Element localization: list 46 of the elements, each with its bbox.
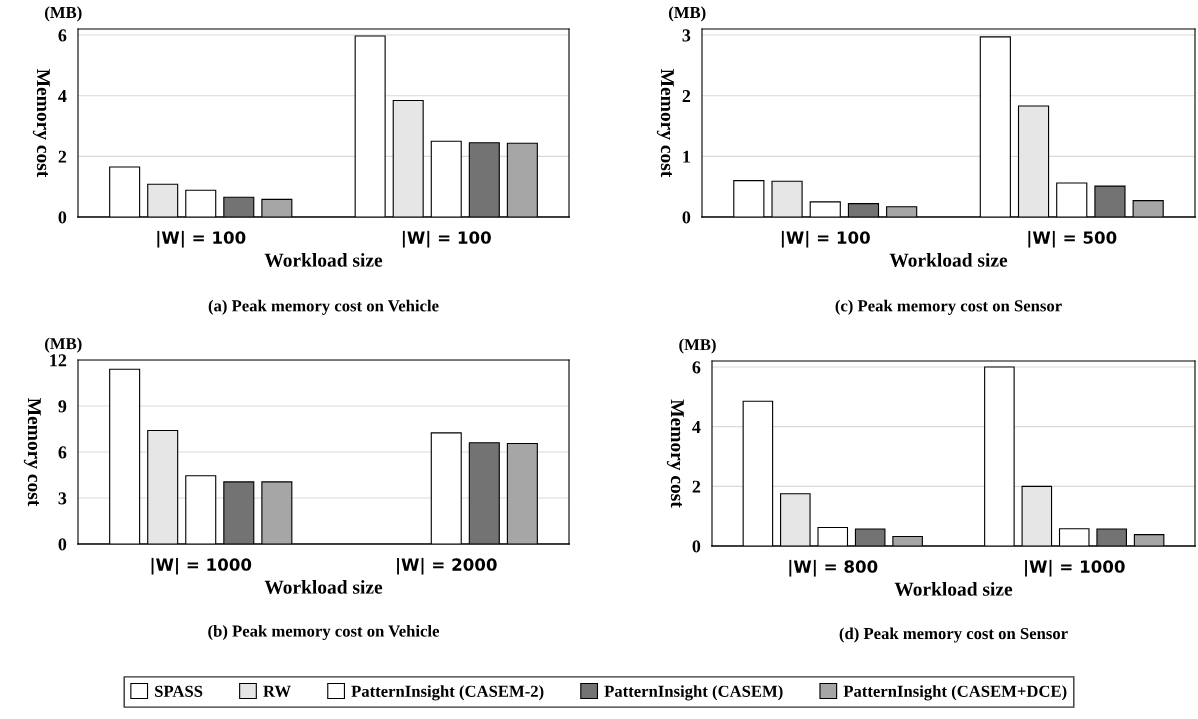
- text: (a) Peak memory cost on Vehicle: [208, 299, 439, 315]
- y-tick-label: 2: [692, 480, 701, 493]
- y-tick-label: 9: [58, 400, 67, 413]
- text: (d) Peak memory cost on Sensor: [839, 627, 1068, 643]
- x-tick-label: |W| = 100: [781, 230, 870, 248]
- y-tick-label: 6: [58, 29, 67, 42]
- text: (MB): [45, 337, 82, 353]
- x-tick-label: |W| = 1000: [151, 557, 252, 575]
- legend-label: RW: [263, 685, 291, 697]
- legend-label: SPASS: [155, 685, 203, 697]
- x-axis-title: Workload size: [264, 580, 383, 594]
- y-tick-label: 4: [58, 90, 67, 102]
- text: (MB): [45, 6, 82, 22]
- y-axis-title: Memory cost: [32, 69, 50, 178]
- text: (b) Peak memory cost on Vehicle: [208, 624, 440, 641]
- y-tick-label: 4: [692, 421, 701, 433]
- x-tick-label: |W| = 2000: [397, 557, 497, 575]
- y-axis-title: Memory cost: [23, 398, 41, 507]
- y-tick-label: 6: [692, 361, 701, 374]
- x-tick-label: |W| = 500: [1028, 230, 1117, 248]
- y-tick-label: 2: [58, 150, 67, 163]
- legend-label: PatternInsight (CASEM): [604, 685, 783, 701]
- x-axis-title: Workload size: [889, 253, 1008, 267]
- y-tick-label: 0: [58, 211, 67, 224]
- y-tick-label: 0: [692, 540, 701, 553]
- legend-label: PatternInsight (CASEM+DCE): [843, 685, 1067, 701]
- y-tick-label: 1: [683, 150, 690, 163]
- legend-label: PatternInsight (CASEM-2): [351, 685, 544, 701]
- text: (MB): [668, 6, 706, 22]
- y-tick-label: 6: [58, 446, 67, 459]
- x-tick-label: |W| = 800: [789, 559, 878, 577]
- y-tick-label: 0: [58, 538, 67, 551]
- y-tick-label: 3: [58, 492, 67, 505]
- x-tick-label: |W| = 100: [402, 230, 491, 248]
- y-tick-label: 12: [50, 354, 67, 367]
- y-axis-title: Memory cost: [656, 69, 674, 178]
- text: (MB): [679, 338, 716, 354]
- x-axis-title: Workload size: [264, 253, 383, 267]
- y-tick-label: 3: [682, 29, 691, 42]
- x-axis-title: Workload size: [894, 582, 1013, 596]
- y-tick-label: 2: [682, 90, 691, 102]
- y-tick-label: 0: [682, 211, 691, 224]
- y-axis-title: Memory cost: [666, 399, 684, 508]
- x-tick-label: |W| = 100: [157, 230, 246, 248]
- text: (c) Peak memory cost on Sensor: [835, 299, 1062, 315]
- x-tick-label: |W| = 1000: [1025, 559, 1125, 577]
